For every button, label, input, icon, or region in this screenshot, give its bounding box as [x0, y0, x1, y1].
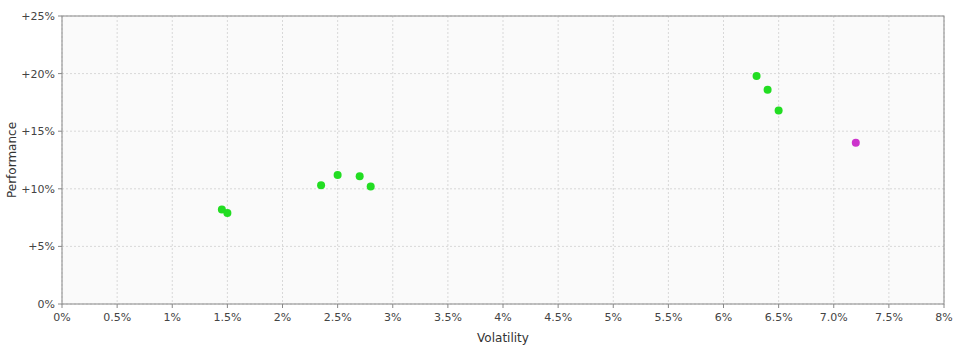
x-tick-label: 4.5%	[544, 311, 572, 324]
y-tick	[58, 131, 62, 132]
point	[223, 209, 231, 217]
x-tick-label: 6.5%	[765, 311, 793, 324]
point	[367, 182, 375, 190]
x-tick-label: 2.5%	[324, 311, 352, 324]
x-tick	[558, 304, 559, 308]
x-tick-label: 4%	[494, 311, 511, 324]
x-grid-line	[558, 16, 559, 304]
point	[852, 139, 860, 147]
x-tick-label: 0%	[53, 311, 70, 324]
x-grid-line	[668, 16, 669, 304]
point	[317, 181, 325, 189]
x-tick	[944, 304, 945, 308]
plot-frame	[62, 16, 944, 304]
point	[764, 86, 772, 94]
y-tick-label: +25%	[21, 10, 55, 23]
y-grid-line	[62, 131, 944, 132]
x-tick-label: 6%	[715, 311, 732, 324]
x-tick	[282, 304, 283, 308]
x-tick	[888, 304, 889, 308]
x-tick	[172, 304, 173, 308]
x-grid-line	[613, 16, 614, 304]
y-axis: 0% +5% +10% +15% +20% +25%	[21, 10, 62, 311]
x-grid-line	[778, 16, 779, 304]
x-grid-line	[888, 16, 889, 304]
y-grid-line	[62, 73, 944, 74]
point	[334, 171, 342, 179]
y-tick	[58, 188, 62, 189]
x-tick	[613, 304, 614, 308]
y-grid-line	[62, 246, 944, 247]
y-tick-label: +20%	[21, 68, 55, 81]
x-tick-label: 5%	[605, 311, 622, 324]
x-grid-line	[227, 16, 228, 304]
x-grid-line	[117, 16, 118, 304]
y-grid-line	[62, 188, 944, 189]
chart: 0% 0.5% 1% 1.5% 2% 2.5% 3% 3.5% 4% 4.5% 5% 5.5% 6% 6.…	[0, 0, 966, 350]
x-tick	[723, 304, 724, 308]
x-tick	[117, 304, 118, 308]
point	[753, 72, 761, 80]
x-grid-line	[723, 16, 724, 304]
x-tick	[503, 304, 504, 308]
x-tick-label: 1.5%	[213, 311, 241, 324]
x-tick-label: 2%	[274, 311, 291, 324]
point	[775, 106, 783, 114]
y-tick-label: +15%	[21, 125, 55, 138]
x-tick	[337, 304, 338, 308]
y-tick-label: 0%	[38, 298, 55, 311]
y-tick	[58, 73, 62, 74]
grid	[62, 16, 944, 304]
x-tick	[668, 304, 669, 308]
x-tick	[392, 304, 393, 308]
x-grid-line	[833, 16, 834, 304]
x-tick-label: 7.0%	[820, 311, 848, 324]
x-grid-line	[503, 16, 504, 304]
y-tick-label: +5%	[28, 240, 55, 253]
x-grid-line	[172, 16, 173, 304]
x-grid-line	[282, 16, 283, 304]
series	[218, 72, 783, 217]
plot-area	[62, 16, 944, 304]
x-tick	[62, 304, 63, 308]
x-axis: 0% 0.5% 1% 1.5% 2% 2.5% 3% 3.5% 4% 4.5% 5% 5.5% 6% 6.…	[53, 304, 952, 324]
y-tick-label: +10%	[21, 183, 55, 196]
x-tick-label: 3.5%	[434, 311, 462, 324]
x-tick	[778, 304, 779, 308]
x-tick	[447, 304, 448, 308]
x-axis-label: Volatility	[477, 331, 529, 345]
point	[356, 172, 364, 180]
x-tick-label: 1%	[164, 311, 181, 324]
x-tick-label: 3%	[384, 311, 401, 324]
x-tick-label: 8%	[935, 311, 952, 324]
x-tick-label: 7.5%	[875, 311, 903, 324]
y-axis-label: Performance	[5, 122, 19, 198]
x-grid-line	[392, 16, 393, 304]
x-tick-label: 5.5%	[654, 311, 682, 324]
y-tick	[58, 246, 62, 247]
x-grid-line	[337, 16, 338, 304]
points	[218, 72, 860, 217]
y-tick	[58, 16, 62, 17]
x-tick-label: 0.5%	[103, 311, 131, 324]
series	[852, 139, 860, 147]
x-grid-line	[447, 16, 448, 304]
x-tick	[227, 304, 228, 308]
x-tick	[833, 304, 834, 308]
y-tick	[58, 304, 62, 305]
